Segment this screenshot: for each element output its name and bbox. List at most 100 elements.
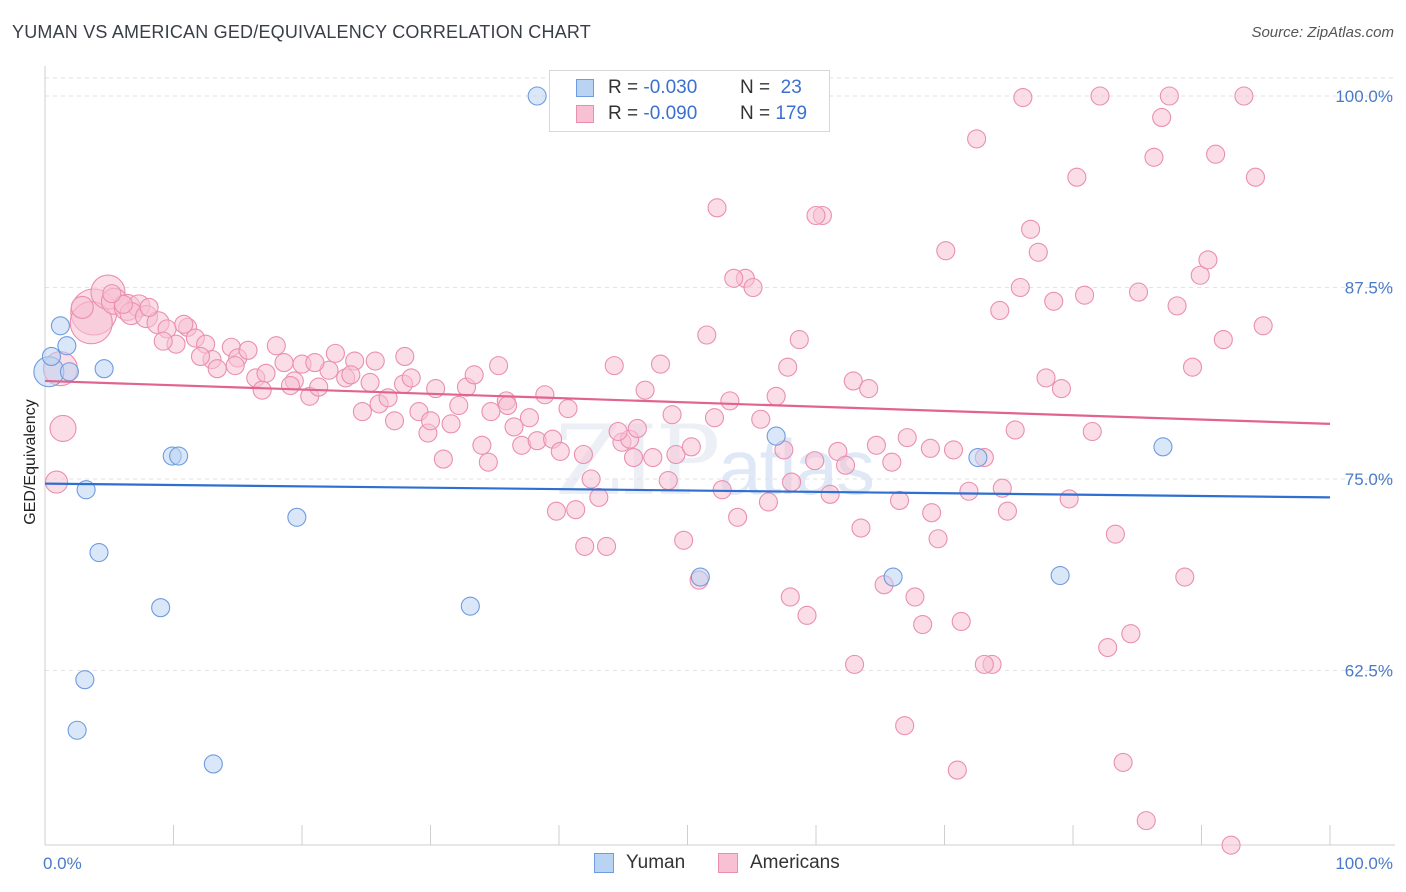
americans-point (1098, 637, 1118, 658)
yuman-point (169, 446, 189, 466)
americans-point (384, 411, 405, 431)
y-tick-label: 100.0% (1335, 87, 1393, 106)
americans-point (635, 380, 655, 400)
yuman-trend-line (44, 482, 1331, 499)
americans-point (844, 654, 865, 674)
americans-point (519, 408, 539, 428)
americans-point (658, 470, 678, 491)
axes (44, 66, 1395, 846)
yuman-points (33, 86, 1173, 774)
americans-point (1028, 242, 1048, 262)
americans-point (1144, 147, 1164, 167)
yuman-point (94, 359, 114, 379)
americans-point (535, 385, 555, 405)
americans-point (623, 448, 644, 468)
americans-point (207, 359, 227, 379)
americans-point (464, 365, 484, 385)
americans-point (1051, 379, 1071, 399)
americans-point (836, 455, 856, 475)
americans-point (820, 484, 840, 504)
americans-point (1021, 219, 1041, 239)
americans-point (174, 314, 194, 334)
americans-point (325, 343, 345, 363)
trend-lines (44, 379, 1331, 499)
americans-point (280, 375, 300, 396)
series-legend: Yuman Americans (0, 850, 1406, 878)
americans-point (102, 284, 122, 304)
yuman-point (76, 480, 96, 500)
americans-point (1175, 567, 1195, 587)
legend-r-label: R = (608, 103, 639, 124)
yuman-point (766, 426, 786, 446)
americans-point (1005, 420, 1025, 440)
americans-point (341, 365, 361, 385)
americans-point (498, 395, 518, 416)
americans-point (720, 391, 740, 411)
americans-point (1190, 265, 1210, 285)
americans-point (662, 405, 682, 425)
americans-point (558, 398, 578, 419)
americans-point (797, 605, 817, 625)
yuman-point (1050, 565, 1070, 586)
x-tick-label: 100.0% (1335, 854, 1393, 873)
source-label: Source: ZipAtlas.com (1251, 24, 1394, 41)
americans-point (305, 353, 325, 373)
americans-point (928, 529, 948, 549)
americans-point (352, 402, 372, 422)
legend-item-yuman[interactable]: Yuman (594, 852, 685, 874)
americans-point (724, 268, 744, 288)
americans-point (190, 346, 211, 366)
americans-point (274, 353, 294, 373)
americans-point (45, 470, 69, 494)
americans-point (789, 330, 809, 350)
americans-point (697, 325, 717, 345)
legend-r-label: R = (608, 77, 639, 98)
yuman-point (75, 670, 95, 690)
americans-point (959, 481, 979, 501)
americans-point (650, 354, 671, 374)
americans-point (49, 414, 77, 442)
yuman-swatch (576, 79, 594, 97)
correlation-legend: R = -0.030 N = 23 R = -0.090 N = 179 (549, 70, 830, 132)
legend-r-value: -0.030 (643, 77, 698, 98)
americans-point (1121, 624, 1141, 644)
americans-swatch (718, 853, 738, 873)
americans-point (395, 346, 415, 366)
americans-point (778, 357, 798, 377)
americans-point (758, 492, 779, 512)
yuman-swatch (594, 853, 614, 873)
americans-point (1105, 524, 1125, 544)
legend-item-americans[interactable]: Americans (718, 852, 840, 874)
yuman-point (50, 316, 70, 336)
americans-point (1075, 285, 1095, 305)
americans-point (1213, 330, 1233, 350)
yuman-point (690, 567, 710, 587)
americans-point (666, 444, 686, 465)
americans-point (707, 198, 727, 218)
legend-n-value: 179 (775, 103, 808, 124)
legend-n-label: N = (739, 103, 771, 124)
americans-point (1206, 144, 1226, 164)
americans-point (851, 518, 871, 538)
americans-point (504, 417, 524, 437)
americans-point (681, 437, 701, 457)
americans-point (1013, 87, 1033, 108)
americans-point (1159, 86, 1179, 106)
americans-point (913, 614, 933, 635)
legend-row-yuman: R = -0.030 N = 23 (550, 75, 802, 101)
americans-point (420, 411, 441, 431)
x-tick-label: 0.0% (43, 854, 82, 873)
americans-point (139, 297, 159, 317)
americans-point (920, 438, 940, 458)
americans-point (478, 452, 498, 472)
americans-point (608, 421, 628, 442)
americans-point (859, 379, 879, 399)
americans-points (42, 86, 1273, 855)
americans-point (905, 587, 925, 607)
americans-point (441, 414, 461, 434)
americans-point (573, 444, 593, 465)
yuman-point (89, 542, 109, 563)
americans-point (1036, 368, 1056, 388)
yuman-point (41, 346, 61, 366)
